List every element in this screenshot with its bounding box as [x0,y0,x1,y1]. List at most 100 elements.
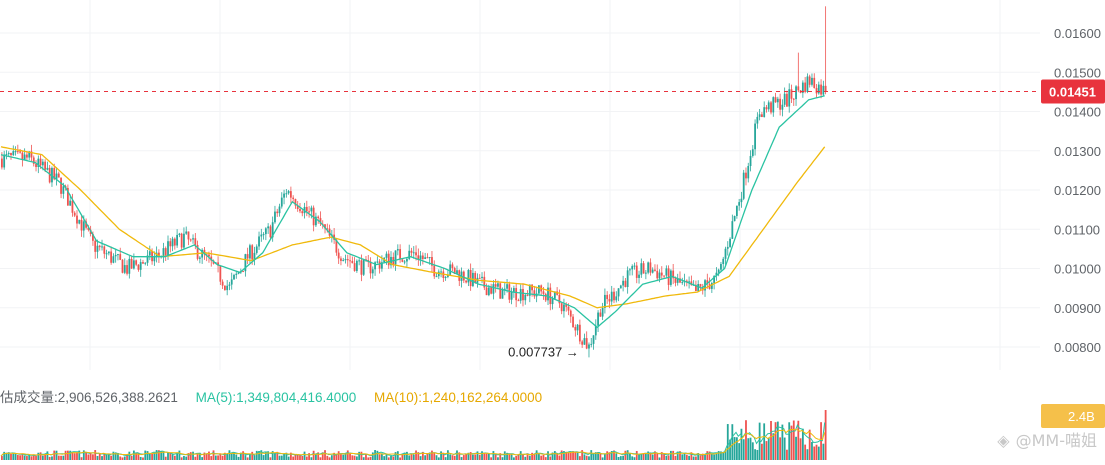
volume-bar [16,454,19,460]
candle-body [767,102,770,110]
volume-bar [808,429,811,460]
candle-body [317,216,320,219]
candle-body [487,287,490,296]
volume-bar [194,456,197,460]
candle-body [729,238,731,247]
volume-bar [824,410,827,460]
volume-bar [724,450,727,460]
volume-bar [417,452,420,460]
volume-bar [708,451,711,460]
volume-bar [713,454,716,460]
volume-bar [130,455,133,460]
candle-body [544,293,547,301]
candle-body [485,287,488,296]
volume-bar [674,455,677,460]
volume-bar [189,452,192,460]
volume-bar [638,453,640,460]
candle-body [223,285,226,291]
candle-body [724,248,727,259]
volume-bar [483,453,486,460]
volume-bar [285,452,288,460]
candle-body [408,250,411,259]
candle-body [635,265,638,278]
volume-bar [28,454,31,460]
candle-body [344,259,347,261]
volume-bar [431,450,433,460]
volume-bar [770,420,772,460]
volume-bar [340,454,342,460]
volume-bar [715,453,718,460]
candle-body [526,294,529,296]
volume-bar [98,453,101,460]
candle-body [217,262,219,266]
candle-body [697,283,700,292]
volume-bar [497,457,499,460]
volume-bar [271,451,274,460]
volume-bar [410,454,413,460]
volume-bar [738,443,741,460]
candle-body [5,154,8,156]
volume-bar [71,452,74,460]
candle-body [26,154,28,158]
candle-body [808,76,811,85]
volume-bar [82,450,85,460]
candle-body [12,151,15,156]
volume-bar [654,451,656,460]
y-tick-label: 0.01200 [1054,183,1101,198]
candle-body [517,300,520,302]
candle-body [228,284,231,286]
volume-bar [672,450,675,460]
candle-body [601,307,604,317]
volume-bar [385,453,388,460]
volume-bar [453,455,456,460]
candle-body [353,263,356,271]
volume-bar [524,456,527,460]
volume-bar [217,455,219,460]
candle-body [417,255,420,260]
volume-bar [164,456,167,460]
volume-bar [192,451,194,460]
volume-bar [135,452,138,460]
candle-body [144,262,147,264]
volume-bar [533,453,536,460]
candle-body [565,304,568,307]
candle-body [658,272,661,279]
candle-body [69,200,72,206]
candle-body [135,260,138,265]
volume-bar [538,453,540,460]
volume-bar [32,454,35,460]
volume-bar [617,456,620,460]
candle-body [699,283,702,287]
candle-body [456,270,458,274]
volume-bar [176,452,179,460]
volume-bar [371,452,374,460]
volume-bar [440,451,442,460]
volume-bar [392,456,395,460]
volume-bar [57,455,60,460]
volume-bar [233,452,235,460]
volume-bar [280,455,283,460]
volume-bar [663,454,665,460]
volume-bar [299,455,301,460]
candle-body [610,291,613,302]
candle-body [606,294,609,300]
volume-bar [729,439,731,460]
volume-bar [815,444,818,460]
candle-body [210,256,213,261]
candle-body [774,97,777,103]
y-tick-label: 0.00900 [1054,301,1101,316]
volume-ma10: MA(10):1,240,162,264.0000 [374,390,543,405]
candle-body [720,264,722,270]
candle-body [619,285,622,289]
volume-bar [792,420,795,460]
volume-bar [205,453,208,460]
volume-bar [107,453,110,460]
candle-body [176,234,179,246]
volume-bar [658,457,661,460]
candle-body [385,253,388,258]
volume-bar [710,453,713,460]
candle-body [167,241,169,256]
candle-body [499,283,502,299]
candle-body [219,265,222,282]
volume-bar [720,451,722,460]
